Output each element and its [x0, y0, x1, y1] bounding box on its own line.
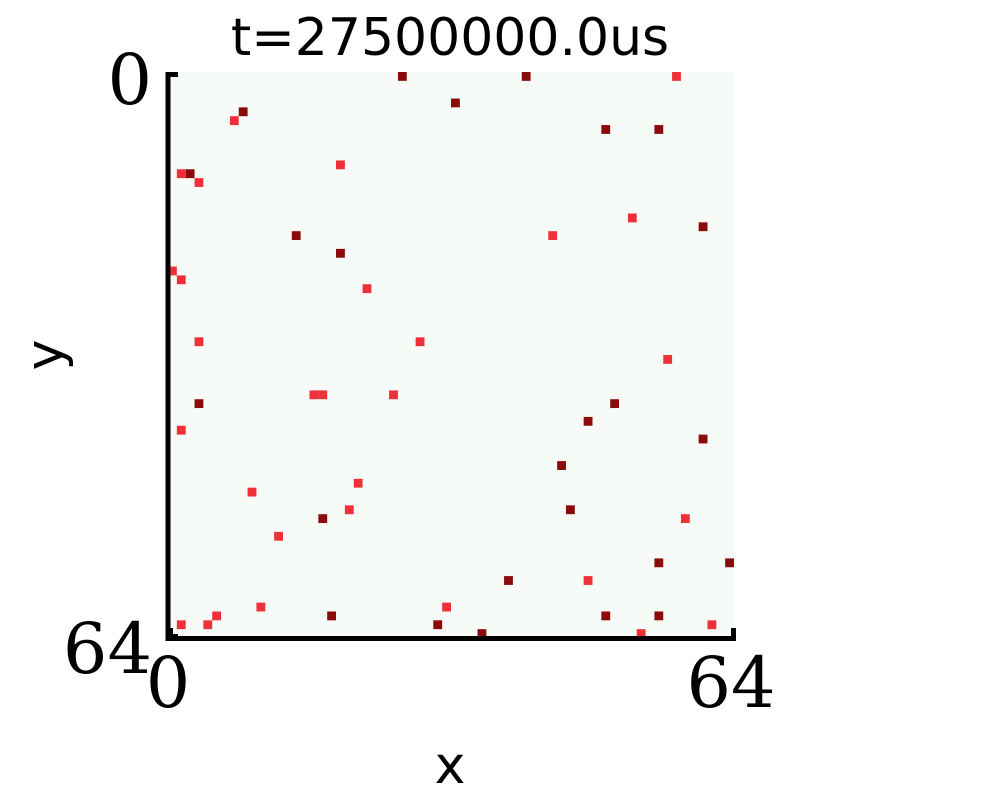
heatmap-cell-bright	[212, 611, 222, 621]
heatmap-cell-bright	[636, 629, 646, 638]
y-axis-label: y	[15, 340, 75, 371]
heatmap-cell-dark	[336, 248, 345, 258]
heatmap-cell-dark	[477, 629, 487, 638]
heatmap-cell-dark	[194, 399, 204, 409]
heatmap-cell-bright	[247, 487, 257, 497]
heatmap-cell-bright	[672, 72, 681, 81]
heatmap-cell-bright	[194, 178, 204, 187]
heatmap-cell-dark	[601, 125, 611, 134]
heatmap-cell-dark	[698, 222, 708, 232]
heatmap-cell-dark	[557, 461, 566, 470]
heatmap-cell-dark	[583, 416, 593, 426]
heatmap-cell-dark	[654, 611, 664, 621]
heatmap-cell-bright	[194, 337, 204, 347]
heatmap-cell-bright	[176, 275, 186, 285]
heatmap-cell-bright	[548, 231, 558, 241]
heatmap-cell-dark	[654, 558, 664, 568]
heatmap-cell-bright	[415, 337, 425, 347]
heatmap-cell-bright	[168, 266, 177, 276]
heatmap-cell-dark	[504, 576, 513, 585]
y-tick-label-bottom: 64	[63, 608, 152, 690]
x-tick-label-right: 64	[686, 642, 775, 724]
heatmap-cell-dark	[654, 125, 664, 134]
heatmap-cell-bright	[256, 602, 266, 612]
heatmap-cell-bright	[680, 514, 690, 524]
heatmap-cell-bright	[176, 425, 186, 435]
heatmap-cell-bright	[176, 169, 186, 179]
heatmap-cell-dark	[291, 231, 301, 241]
heatmap-cell-dark	[238, 107, 248, 117]
x-tick-label-left: 0	[146, 642, 191, 724]
heatmap-cell-dark	[397, 72, 407, 81]
heatmap-cell-bright	[663, 355, 673, 364]
heatmap-cell-dark	[327, 611, 337, 621]
heatmap-cell-bright	[627, 213, 637, 223]
heatmap-cell-bright	[176, 620, 186, 630]
chart-title: t=27500000.0us	[231, 8, 669, 68]
heatmap-cell-bright	[583, 576, 593, 585]
x-axis-label: x	[435, 736, 466, 796]
heatmap-cells	[168, 72, 734, 638]
heatmap-cell-dark	[610, 399, 620, 409]
heatmap-cell-bright	[442, 602, 451, 612]
plot-background	[168, 72, 734, 638]
heatmap-cell-dark	[185, 169, 195, 179]
y-tick-label-top: 0	[107, 39, 152, 121]
heatmap-cell-bright	[318, 390, 328, 400]
heatmap-cell-bright	[309, 390, 319, 400]
heatmap-cell-bright	[707, 620, 717, 630]
heatmap-cell-bright	[353, 478, 363, 488]
heatmap-cell-dark	[521, 72, 531, 81]
heatmap-cell-dark	[601, 611, 611, 621]
heatmap-cell-bright	[389, 390, 398, 400]
heatmap-cell-bright	[344, 505, 354, 515]
heatmap-cell-dark	[698, 434, 708, 444]
heatmap-cell-dark	[565, 505, 575, 515]
heatmap-cell-bright	[336, 160, 345, 170]
heatmap-cell-bright	[274, 531, 283, 541]
heatmap-cell-bright	[229, 116, 239, 126]
heatmap-cell-dark	[725, 558, 734, 568]
heatmap-cell-bright	[203, 620, 213, 630]
heatmap-cell-dark	[451, 98, 460, 108]
heatmap-cell-bright	[362, 284, 372, 294]
heatmap-cell-dark	[433, 620, 443, 630]
heatmap-cell-dark	[318, 514, 328, 524]
